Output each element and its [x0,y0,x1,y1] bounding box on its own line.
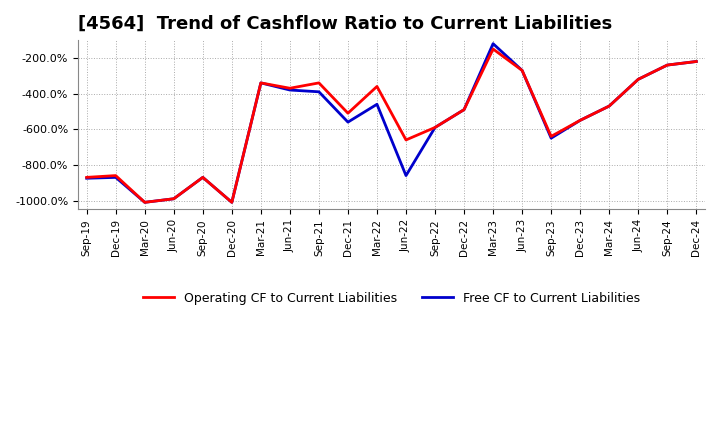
Free CF to Current Liabilities [692,59,701,64]
Operating CF to Current Liabilities [82,175,91,180]
Operating CF to Current Liabilities [343,110,352,116]
Free CF to Current Liabilities [373,102,382,107]
Free CF to Current Liabilities [663,62,672,68]
Free CF to Current Liabilities [228,200,236,205]
Operating CF to Current Liabilities [692,59,701,64]
Free CF to Current Liabilities [634,77,642,82]
Operating CF to Current Liabilities [140,200,149,205]
Operating CF to Current Liabilities [431,125,439,130]
Operating CF to Current Liabilities [402,137,410,143]
Operating CF to Current Liabilities [546,134,555,139]
Free CF to Current Liabilities [82,176,91,181]
Operating CF to Current Liabilities [634,77,642,82]
Operating CF to Current Liabilities [489,46,498,51]
Free CF to Current Liabilities [489,41,498,46]
Free CF to Current Liabilities [112,175,120,180]
Operating CF to Current Liabilities [518,68,526,73]
Free CF to Current Liabilities [140,200,149,205]
Line: Free CF to Current Liabilities: Free CF to Current Liabilities [86,44,696,202]
Free CF to Current Liabilities [402,173,410,178]
Free CF to Current Liabilities [576,117,585,123]
Operating CF to Current Liabilities [605,103,613,109]
Free CF to Current Liabilities [460,107,469,112]
Text: [4564]  Trend of Cashflow Ratio to Current Liabilities: [4564] Trend of Cashflow Ratio to Curren… [78,15,612,33]
Free CF to Current Liabilities [199,175,207,180]
Operating CF to Current Liabilities [228,200,236,205]
Free CF to Current Liabilities [431,125,439,130]
Operating CF to Current Liabilities [460,107,469,112]
Operating CF to Current Liabilities [286,86,294,91]
Operating CF to Current Liabilities [663,62,672,68]
Free CF to Current Liabilities [343,120,352,125]
Free CF to Current Liabilities [546,136,555,141]
Free CF to Current Liabilities [315,89,323,95]
Free CF to Current Liabilities [605,103,613,109]
Legend: Operating CF to Current Liabilities, Free CF to Current Liabilities: Operating CF to Current Liabilities, Fre… [138,287,645,310]
Operating CF to Current Liabilities [112,173,120,178]
Operating CF to Current Liabilities [576,117,585,123]
Free CF to Current Liabilities [286,88,294,93]
Free CF to Current Liabilities [518,68,526,73]
Operating CF to Current Liabilities [373,84,382,89]
Operating CF to Current Liabilities [169,196,178,202]
Free CF to Current Liabilities [256,80,265,85]
Line: Operating CF to Current Liabilities: Operating CF to Current Liabilities [86,49,696,202]
Operating CF to Current Liabilities [199,175,207,180]
Operating CF to Current Liabilities [315,80,323,85]
Free CF to Current Liabilities [169,196,178,202]
Operating CF to Current Liabilities [256,80,265,85]
